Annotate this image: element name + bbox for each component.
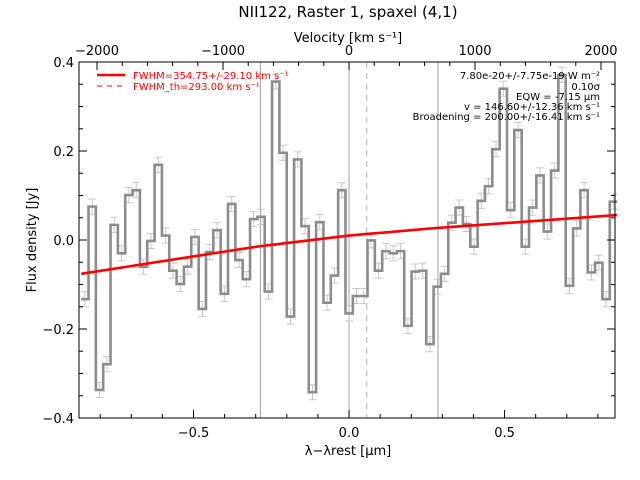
top-tick-label: −2000 xyxy=(75,44,119,59)
x-tick-label: −0.5 xyxy=(178,426,210,441)
y-tick-label: 0.0 xyxy=(53,234,74,249)
legend-label-fwhm: FWHM=354.75+/-29.10 km s⁻¹ xyxy=(133,71,289,82)
top-tick-label: 0 xyxy=(345,44,353,59)
x-tick-label: 0.0 xyxy=(339,426,360,441)
annotation-eqw: EQW = -7.15 μm xyxy=(516,92,600,103)
y-tick-label: 0.2 xyxy=(53,145,74,160)
spectrum-step-line xyxy=(81,73,618,394)
legend: FWHM=354.75+/-29.10 km s⁻¹ FWHM_th=293.0… xyxy=(97,71,289,93)
top-tick-label: 1000 xyxy=(458,44,491,59)
y-tick-label: −0.2 xyxy=(42,323,74,338)
legend-label-fwhm-th: FWHM_th=293.00 km s⁻¹ xyxy=(133,82,260,93)
top-tick-label: 2000 xyxy=(584,44,617,59)
y-tick-label: −0.4 xyxy=(42,412,74,427)
annotation-sigma: 0.10σ xyxy=(571,82,600,93)
x-tick-label: 0.5 xyxy=(494,426,515,441)
annotation-broadening: Broadening = 200.00+/-16.41 km s⁻¹ xyxy=(413,112,600,123)
y-tick-label: 0.4 xyxy=(53,56,74,71)
fit-annotations: 7.80e-20+/-7.75e-19 W m⁻² 0.10σ EQW = -7… xyxy=(413,71,601,123)
chart-title: NII122, Raster 1, spaxel (4,1) xyxy=(238,3,457,21)
annotation-flux: 7.80e-20+/-7.75e-19 W m⁻² xyxy=(460,71,600,82)
annotation-velocity: v = 146.60+/-12.36 km s⁻¹ xyxy=(464,102,600,113)
top-tick-label: −1000 xyxy=(201,44,245,59)
y-axis-title: Flux density [Jy] xyxy=(25,188,40,293)
fit-line xyxy=(80,213,617,276)
x-axis-title: λ−λrest [μm] xyxy=(305,444,391,459)
top-axis-title: Velocity [km s⁻¹] xyxy=(294,31,402,46)
